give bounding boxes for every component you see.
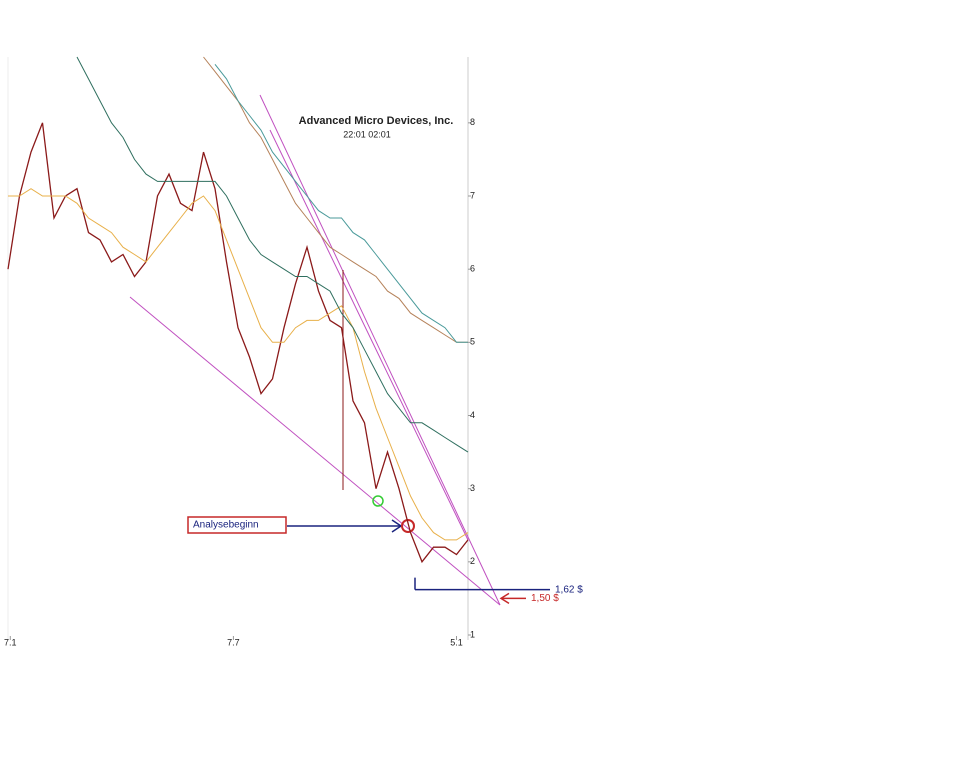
x-tick-label: 5.1 — [450, 637, 463, 647]
annotation: 1,50 $ — [531, 593, 559, 604]
x-tick-label: 7.1 — [4, 637, 17, 647]
annotation: Analysebeginn — [193, 520, 259, 531]
y-tick-label: 3 — [470, 483, 475, 493]
marker-circle — [401, 519, 415, 533]
chart-subtitle: 22:01 02:01 — [343, 129, 391, 139]
y-tick-label: 5 — [470, 337, 475, 347]
y-tick-label: 6 — [470, 264, 475, 274]
y-tick-label: 2 — [470, 556, 475, 566]
moving-average — [214, 63, 468, 343]
trend-line — [269, 129, 469, 541]
annotation-box — [187, 516, 287, 534]
marker-circle — [372, 495, 384, 507]
trend-line — [129, 296, 501, 606]
moving-average — [203, 56, 468, 343]
chart-title: Advanced Micro Devices, Inc. — [299, 115, 454, 127]
annotation: 1,62 $ — [555, 584, 583, 595]
moving-average — [76, 56, 469, 453]
price-line — [7, 122, 469, 564]
y-tick-label: 4 — [470, 410, 475, 420]
trend-line — [259, 94, 501, 606]
arrow-head — [499, 592, 510, 605]
y-tick-label: 7 — [470, 190, 475, 200]
moving-average — [8, 188, 469, 541]
y-tick-label: 8 — [470, 117, 475, 127]
y-tick-label: 1 — [470, 629, 475, 639]
x-tick-label: 7.7 — [227, 637, 240, 647]
